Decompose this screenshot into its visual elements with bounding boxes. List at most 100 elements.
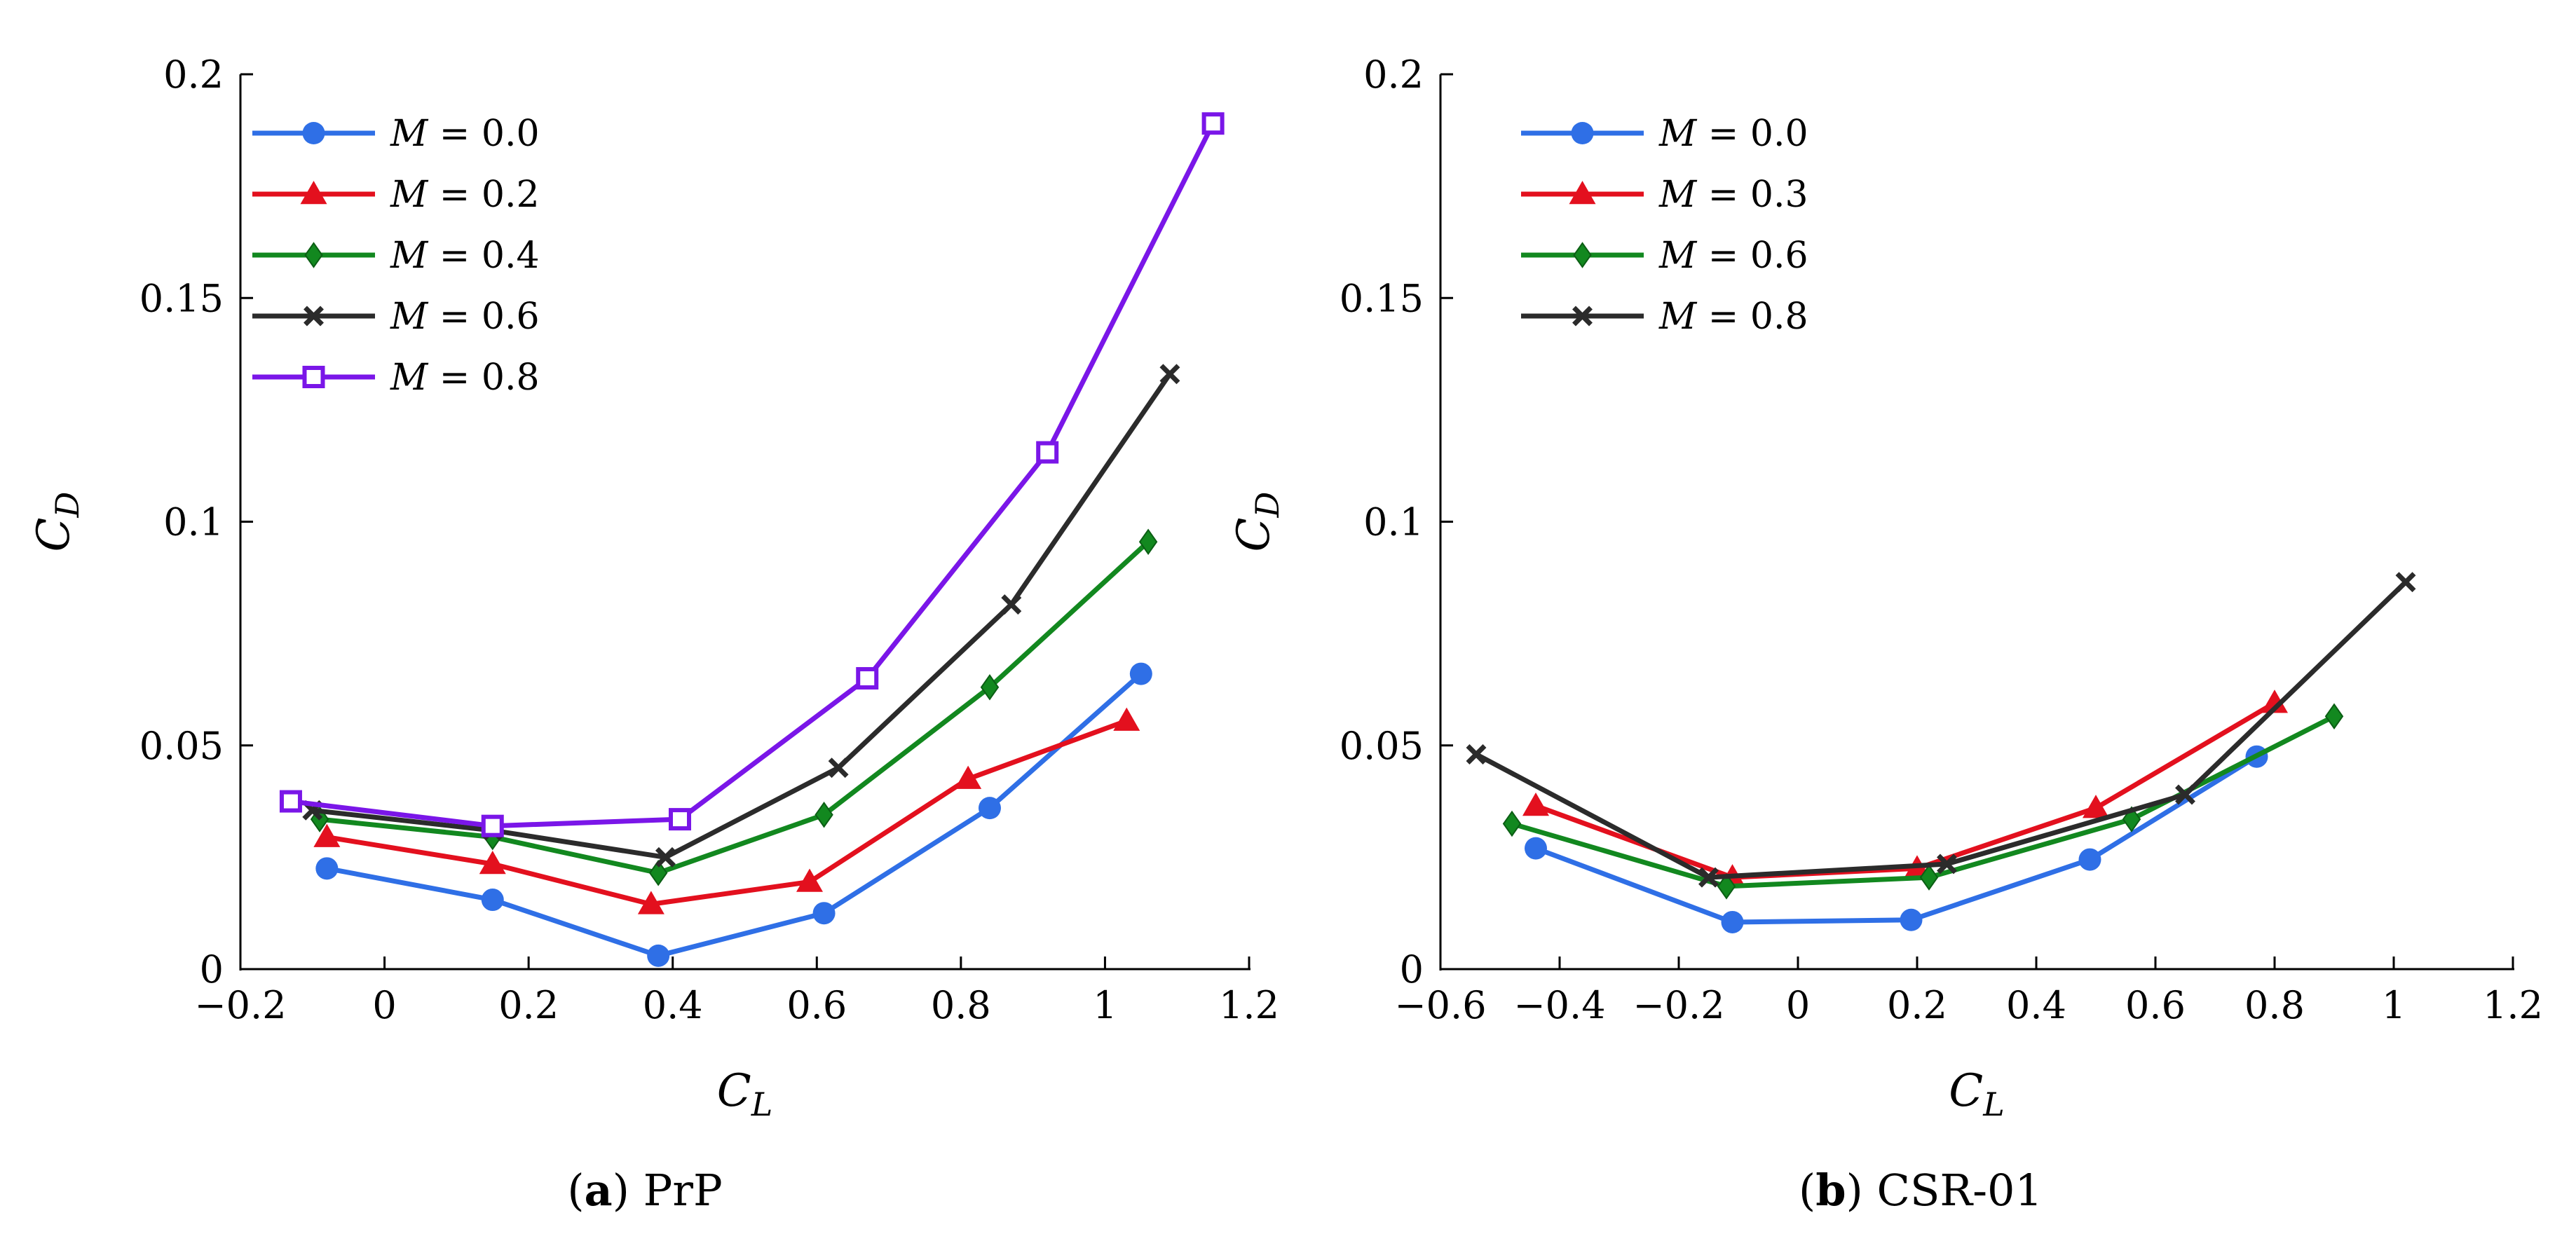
- legend-label-value: = 0.0: [428, 113, 539, 155]
- series-m-0-2-marker: [955, 765, 982, 789]
- y-tick-label: 0.15: [139, 276, 224, 320]
- legend-item: M = 0.0: [252, 113, 540, 155]
- legend: M = 0.0M = 0.2M = 0.4M = 0.6M = 0.8: [252, 113, 540, 399]
- series-m-0-8-marker: [2175, 784, 2195, 805]
- series-m-0-6-marker: [1717, 873, 1736, 900]
- series-m-0-0-marker: [1900, 908, 1923, 931]
- y-tick-label: 0.1: [1363, 500, 1424, 544]
- x-axis-label-sub: L: [751, 1085, 773, 1123]
- chart-panel-prp: −0.2 0 0.2 0.4 0.6 0.8 1 1.200.050.10.150.2CLCD…: [28, 53, 1279, 1216]
- legend-marker: [304, 242, 323, 268]
- series-m-0-6: [1502, 703, 2344, 900]
- caption-letter: a: [585, 1165, 613, 1216]
- legend-label-value: = 0.8: [1696, 296, 1808, 338]
- x-tick-label: 0.4: [643, 983, 703, 1027]
- series-m-0-4-marker: [980, 674, 1000, 701]
- legend-marker: [1569, 181, 1596, 205]
- legend-label: M = 0.0: [390, 113, 540, 155]
- y-tick-label: 0.2: [163, 53, 224, 97]
- series-m-0-3-marker: [1522, 792, 1549, 816]
- legend-label: M = 0.6: [1658, 235, 1808, 277]
- series-m-0-6-marker: [655, 846, 676, 868]
- legend-label-var: M: [390, 174, 429, 216]
- x-tick-label: 1: [2382, 983, 2406, 1027]
- series-m-0-0-marker: [812, 902, 836, 925]
- caption-text: PrP: [643, 1165, 723, 1216]
- chart-panel-csr01: −0.6 −0.4 −0.2 0 0.2 0.4 0.6 0.8 1 1.2 0 0.05 0.1 0.1…: [1228, 53, 2543, 1216]
- series-m-0-0-marker: [1129, 662, 1152, 685]
- series-m-0-2: [313, 707, 1140, 914]
- legend-item: M = 0.0: [1521, 113, 1808, 155]
- legend-marker: [304, 306, 324, 327]
- x-tick-label: 0.2: [1887, 983, 1947, 1027]
- series-m-0-8-marker: [1466, 744, 1487, 765]
- y-tick-label: 0.2: [1363, 53, 1424, 97]
- series-m-0-4: [310, 528, 1158, 886]
- series-m-0-0-marker: [647, 944, 670, 967]
- legend-label-value: = 0.6: [1696, 235, 1808, 277]
- x-tick-label: −0.2: [194, 983, 286, 1027]
- y-axis-label-sub: D: [48, 492, 86, 519]
- x-axis-label: CL: [717, 1065, 773, 1123]
- series-m-0-6-marker: [1001, 594, 1022, 615]
- legend-item: M = 0.4: [252, 235, 540, 277]
- legend-label: M = 0.3: [1658, 174, 1808, 216]
- series-m-0-8-marker: [1201, 112, 1225, 135]
- series-m-0-0-line: [1533, 754, 2259, 925]
- y-axis-label: CD: [28, 492, 86, 552]
- series-m-0-8-marker: [668, 808, 691, 831]
- legend-item: M = 0.2: [252, 174, 540, 216]
- legend-label-var: M: [1658, 113, 1698, 155]
- series-m-0-0-marker: [481, 889, 504, 912]
- series-m-0-3: [1522, 690, 2288, 888]
- x-tick-label: 0.6: [2125, 983, 2186, 1027]
- series-m-0-8-marker: [1698, 867, 1719, 888]
- x-tick-label: 0: [372, 983, 396, 1027]
- legend-label-value: = 0.2: [428, 174, 539, 216]
- series-m-0-6-marker: [1502, 810, 1522, 837]
- series-m-0-4-marker: [815, 801, 833, 828]
- legend-marker: [300, 181, 327, 205]
- legend: M = 0.0 M = 0.3 M = 0.6 M = 0.8: [1521, 113, 1808, 338]
- caption-letter: b: [1815, 1165, 1846, 1216]
- x-tick-label: 0.2: [498, 983, 559, 1027]
- legend-label-var: M: [390, 113, 429, 155]
- y-tick-label: 0: [1400, 947, 1424, 992]
- y-axis-label-main: C: [1228, 517, 1280, 551]
- legend-label-value: = 0.3: [1696, 174, 1808, 216]
- caption-text: CSR-01: [1877, 1165, 2043, 1216]
- y-tick-label: 0.05: [139, 724, 224, 768]
- x-axis-label-sub: L: [1982, 1085, 2005, 1123]
- series-m-0-8: [279, 112, 1225, 837]
- legend-label-var: M: [390, 357, 429, 399]
- x-tick-label: −0.4: [1513, 983, 1605, 1027]
- legend-item: M = 0.6: [252, 296, 540, 338]
- series-m-0-0-marker: [2078, 848, 2101, 871]
- legend-label-value: = 0.0: [1696, 113, 1808, 155]
- x-tick-label: 0.8: [2244, 983, 2305, 1027]
- x-tick-label: 0.8: [931, 983, 991, 1027]
- x-tick-label: 0.6: [786, 983, 847, 1027]
- caption-paren: (: [1799, 1165, 1815, 1216]
- legend-label-value: = 0.4: [428, 235, 539, 277]
- caption-paren: ): [613, 1165, 643, 1216]
- legend-item: M = 0.6: [1521, 235, 1808, 277]
- series-m-0-2-marker: [637, 891, 665, 914]
- series-m-0-3-marker: [2083, 795, 2109, 818]
- y-axis-label: CD: [1228, 492, 1286, 552]
- caption-paren: (: [567, 1165, 584, 1216]
- series-m-0-0: [315, 662, 1152, 967]
- y-tick-label: 0.1: [163, 500, 224, 544]
- legend-marker: [1572, 306, 1593, 327]
- legend-label: M = 0.6: [390, 296, 540, 338]
- series-m-0-6-marker: [1919, 864, 1939, 891]
- legend-label-var: M: [390, 296, 429, 338]
- y-tick-label: 0: [200, 947, 224, 992]
- x-tick-label: 0: [1786, 983, 1810, 1027]
- y-axis-label-main: C: [28, 517, 80, 551]
- x-axis-label-main: C: [717, 1065, 751, 1117]
- legend-item: M = 0.3: [1521, 174, 1808, 216]
- legend-marker: [302, 366, 325, 388]
- series-m-0-6-marker: [828, 757, 849, 779]
